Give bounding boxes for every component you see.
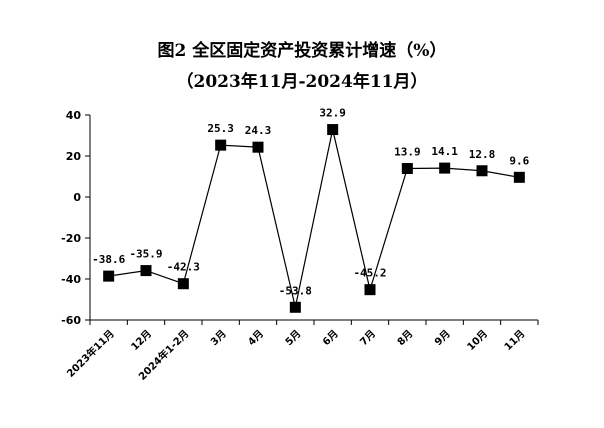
y-tick-label: -20 [61,232,81,245]
x-tick-label: 9月 [432,328,452,348]
data-label: 32.9 [319,107,346,120]
x-tick-label: 7月 [358,328,378,348]
x-tick-label: 11月 [502,328,527,353]
data-label: 14.1 [431,145,458,158]
x-tick-label: 10月 [465,328,490,353]
y-tick-label: -40 [61,273,81,286]
series-polyline [108,129,520,308]
y-tick-labels: 40 20 0 -20 -40 -60 [61,109,81,327]
data-label: 9.6 [509,154,529,167]
chart-subtitle: （2023年11月-2024年11月） [176,72,428,92]
data-label: 25.3 [207,122,234,135]
x-tick-label: 12月 [129,328,154,353]
series-line [108,129,520,308]
chart-title: 图2 全区固定资产投资累计增速（%） [157,41,447,61]
data-point-marker [513,171,525,183]
data-point-marker [439,162,451,174]
x-tick-label: 2023年11月 [64,327,117,380]
data-point-marker [327,124,339,136]
data-markers [103,124,525,313]
data-point-marker [140,265,152,277]
chart-axes [85,114,539,325]
data-label: -35.9 [129,248,162,261]
data-point-marker [103,270,115,282]
y-tick-label: 40 [66,109,82,122]
x-tick-label: 6月 [320,328,340,348]
data-labels: -38.6 -35.9 -42.3 25.3 24.3 -53.8 32.9 -45.2 13.… [92,107,530,298]
x-tick-label: 5月 [283,328,303,348]
data-label: -38.6 [92,253,125,266]
data-point-marker [476,165,488,177]
y-tick-label: -60 [61,314,81,327]
data-point-marker [364,284,376,296]
data-point-marker [401,163,413,175]
x-tick-label: 8月 [395,328,415,348]
y-tick-label: 20 [66,150,82,163]
data-label: -42.3 [167,261,200,274]
data-label: 12.8 [469,148,496,161]
y-tick-label: 0 [73,191,81,204]
data-label: -45.2 [353,267,386,280]
x-tick-label: 4月 [246,328,266,348]
data-label: 24.3 [245,124,272,137]
data-point-marker [289,301,301,313]
data-point-marker [177,278,189,290]
data-label: 13.9 [394,146,421,159]
x-tick-label: 3月 [208,328,228,348]
data-point-marker [215,139,227,151]
data-point-marker [252,141,264,153]
data-label: -53.8 [279,284,312,297]
